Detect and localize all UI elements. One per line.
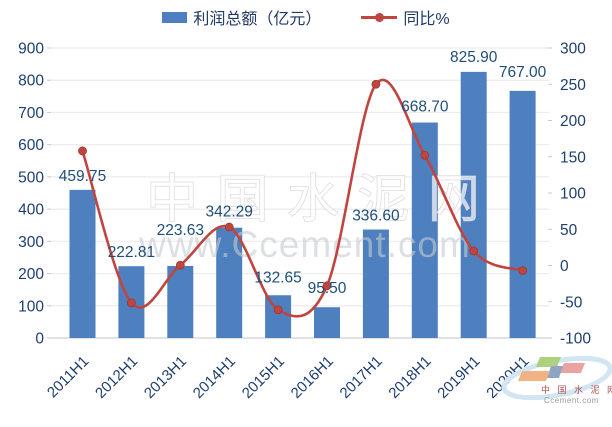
logo-tile-green-icon <box>536 357 561 367</box>
x-axis-category-label: 2015H1 <box>239 353 288 402</box>
logo-tile-orange-icon <box>518 371 550 381</box>
left-axis-tick-label: 300 <box>18 234 44 251</box>
right-axis-tick-label: 150 <box>560 149 586 166</box>
x-axis-labels: 2011H1 2012H1 2013H1 2014H1 2015H1 2016H1 2017… <box>44 353 532 402</box>
bar <box>216 227 243 338</box>
legend-item-yoy: 同比% <box>361 5 450 29</box>
left-axis-tick-label: 900 <box>18 41 44 58</box>
line-marker <box>175 260 185 270</box>
right-axis-tick-label: 50 <box>560 222 578 239</box>
logo-subtitle: Ccement.com <box>544 396 599 405</box>
bar-value-label: 668.70 <box>401 99 449 116</box>
x-axis-category-label: 2012H1 <box>92 353 141 402</box>
right-axis-tick-label: -50 <box>560 294 583 311</box>
watermark-text: 中 国 水 泥 网 <box>146 171 482 229</box>
right-axis-tick-label: 300 <box>560 41 586 58</box>
x-axis-category-label: 2018H1 <box>385 353 434 402</box>
bar-value-label: 342.29 <box>205 204 252 221</box>
right-axis-tick-label: -100 <box>560 331 591 348</box>
right-axis-tick-label: 200 <box>560 113 586 130</box>
bar-value-label: 95.50 <box>308 280 347 297</box>
line-marker <box>224 222 234 232</box>
left-axis-tick-label: 700 <box>18 105 44 122</box>
legend-label-yoy: 同比% <box>403 11 450 28</box>
bar <box>265 295 292 338</box>
bar <box>167 265 194 338</box>
line-marker <box>469 246 479 256</box>
right-axis-tick-label: 100 <box>560 186 586 203</box>
bar-value-label: 222.81 <box>108 244 155 261</box>
y-axis-right: -100 -50 0 50 100 150 200 250 300 <box>560 41 591 348</box>
bar-value-label: 825.90 <box>450 49 498 66</box>
line-series <box>78 78 527 318</box>
bar-value-label: 132.65 <box>254 269 301 286</box>
axis-ticks <box>47 47 552 339</box>
left-axis-tick-label: 200 <box>18 266 44 283</box>
line-marker <box>78 146 87 156</box>
bar <box>314 307 340 338</box>
yoy-line <box>81 78 524 318</box>
bar-swatch-icon <box>162 11 188 23</box>
bar <box>362 229 389 338</box>
line-marker <box>371 79 381 89</box>
left-axis-tick-label: 600 <box>18 137 44 154</box>
line-marker <box>420 150 430 160</box>
right-axis-tick-label: 250 <box>560 77 586 94</box>
bar <box>69 189 96 338</box>
watermark-url: www.Ccement.com <box>138 224 471 265</box>
bar-value-label: 459.75 <box>59 168 106 185</box>
line-marker <box>273 305 283 315</box>
chart-legend: 利润总额（亿元） 同比% <box>0 5 612 29</box>
x-axis-category-label: 2019H1 <box>434 353 483 402</box>
right-axis-tick-label: 0 <box>560 258 569 275</box>
left-axis-tick-label: 100 <box>18 298 44 315</box>
x-axis-category-label: 2011H1 <box>44 353 92 401</box>
y-axis-left: 0 100 200 300 400 500 600 700 800 900 <box>18 41 44 348</box>
logo-tile-blue-icon <box>547 366 563 378</box>
bar-series <box>69 71 536 339</box>
left-axis-tick-label: 800 <box>18 73 44 90</box>
x-axis-category-label: 2013H1 <box>141 353 190 402</box>
left-axis-tick-label: 0 <box>35 331 44 348</box>
ccement-logo: 中 国 水 泥 网 Ccement.com <box>501 355 612 405</box>
left-axis-tick-label: 500 <box>18 169 44 186</box>
bar-value-label: 767.00 <box>499 64 547 81</box>
bar <box>509 90 536 338</box>
line-swatch-icon <box>361 12 398 22</box>
legend-item-profit: 利润总额（亿元） <box>162 5 321 29</box>
logo-title: 中 国 水 泥 网 <box>541 384 612 395</box>
line-marker <box>518 266 527 275</box>
legend-label-profit: 利润总额（亿元） <box>193 11 322 28</box>
x-axis-category-label: 2016H1 <box>288 353 337 402</box>
line-marker-dot-icon <box>374 12 384 22</box>
line-marker <box>126 298 136 308</box>
left-axis-tick-label: 400 <box>18 202 44 219</box>
bar-value-label: 223.63 <box>157 222 204 239</box>
bar <box>460 71 487 339</box>
logo-tile-pink-icon <box>560 363 585 373</box>
line-marker <box>322 281 332 291</box>
x-axis-category-label: 2017H1 <box>337 353 386 402</box>
x-axis-category-label: 2014H1 <box>190 353 239 402</box>
bar-value-label: 336.60 <box>352 208 400 225</box>
